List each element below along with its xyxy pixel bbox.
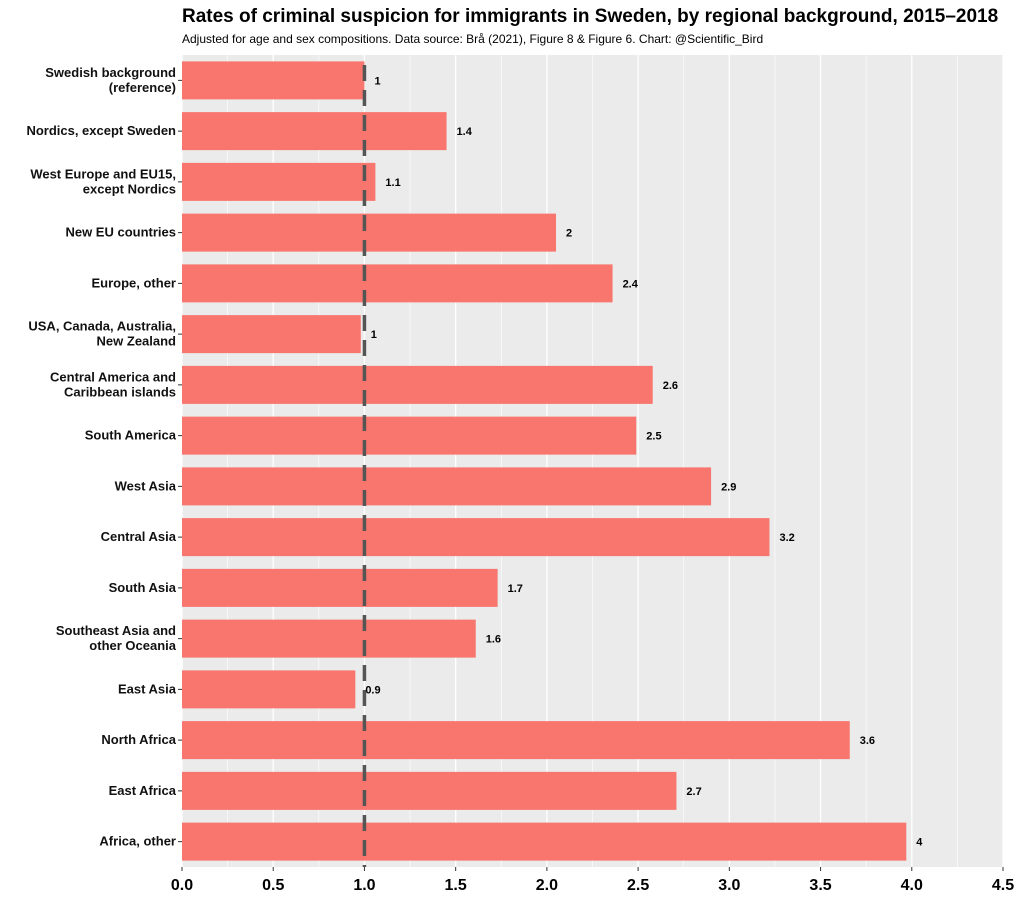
category-label: Nordics, except Sweden [26, 123, 176, 138]
category-label: Europe, other [91, 275, 176, 290]
bar [182, 213, 557, 252]
category-label: Swedish background (reference) [45, 65, 176, 95]
category-label: East Asia [118, 681, 177, 696]
bar [182, 619, 476, 658]
category-labels: Swedish background (reference) Nordics, ex… [26, 65, 182, 849]
category-label: USA, Canada, Australia, New Zealand [28, 319, 176, 349]
data-labels: 1 1.4 1.1 2 2.4 1 2.6 2.5 2.9 3.2 1.7 1.6 0.9 3.6 2.7 4 [365, 75, 923, 848]
category-label: Central Asia [101, 529, 177, 544]
category-label: New EU countries [65, 225, 176, 240]
category-label: Central America and Caribbean islands [50, 369, 176, 399]
data-label: 2.6 [663, 380, 678, 392]
bar [182, 822, 907, 861]
category-label: West Asia [115, 478, 177, 493]
bar [182, 771, 677, 810]
bar [182, 61, 365, 100]
data-label: 1.6 [486, 634, 501, 646]
data-label: 1.7 [508, 583, 523, 595]
data-label: 3.6 [860, 735, 875, 747]
bar [182, 112, 447, 151]
bar [182, 467, 712, 506]
x-tick-label: 2.0 [536, 877, 558, 894]
x-tick-label: 3.5 [809, 877, 831, 894]
category-label: Africa, other [99, 834, 176, 849]
data-label: 1 [371, 329, 377, 341]
data-label: 3.2 [779, 532, 794, 544]
category-label: East Africa [109, 783, 177, 798]
x-tick-label: 4.0 [901, 877, 923, 894]
data-label: 2 [566, 228, 572, 240]
data-label: 1.1 [385, 177, 400, 189]
bar [182, 162, 376, 201]
data-label: 2.9 [721, 481, 736, 493]
bar [182, 416, 637, 455]
data-label: 1 [374, 75, 380, 87]
data-label: 4 [916, 837, 923, 849]
x-tick-label: 4.5 [992, 877, 1014, 894]
bar [182, 518, 770, 557]
data-label: 2.4 [623, 278, 639, 290]
category-label: Southeast Asia and other Oceania [56, 623, 177, 653]
category-label: South Asia [109, 580, 177, 595]
bar [182, 670, 356, 709]
chart-subtitle: Adjusted for age and sex compositions. D… [182, 32, 764, 46]
x-tick-label: 3.0 [718, 877, 740, 894]
x-tick-label: 0.5 [262, 877, 284, 894]
bar [182, 365, 653, 404]
category-label: South America [85, 428, 177, 443]
chart-title: Rates of criminal suspicion for immigran… [182, 6, 999, 27]
category-label: North Africa [101, 732, 176, 747]
bar [182, 721, 850, 760]
bar [182, 264, 613, 303]
data-label: 2.5 [646, 431, 661, 443]
data-label: 0.9 [365, 684, 380, 696]
data-label: 1.4 [457, 126, 473, 138]
x-tick-label: 1.5 [445, 877, 467, 894]
x-axis: 0.0 0.5 1.0 1.5 2.0 2.5 3.0 3.5 4.0 4.5 [171, 867, 1014, 894]
bars [182, 61, 907, 861]
x-tick-label: 0.0 [171, 877, 193, 894]
x-tick-label: 2.5 [627, 877, 649, 894]
bar [182, 315, 361, 354]
bar [182, 568, 498, 607]
category-label: West Europe and EU15, except Nordics [30, 166, 176, 196]
x-tick-label: 1.0 [353, 877, 375, 894]
data-label: 2.7 [686, 786, 701, 798]
